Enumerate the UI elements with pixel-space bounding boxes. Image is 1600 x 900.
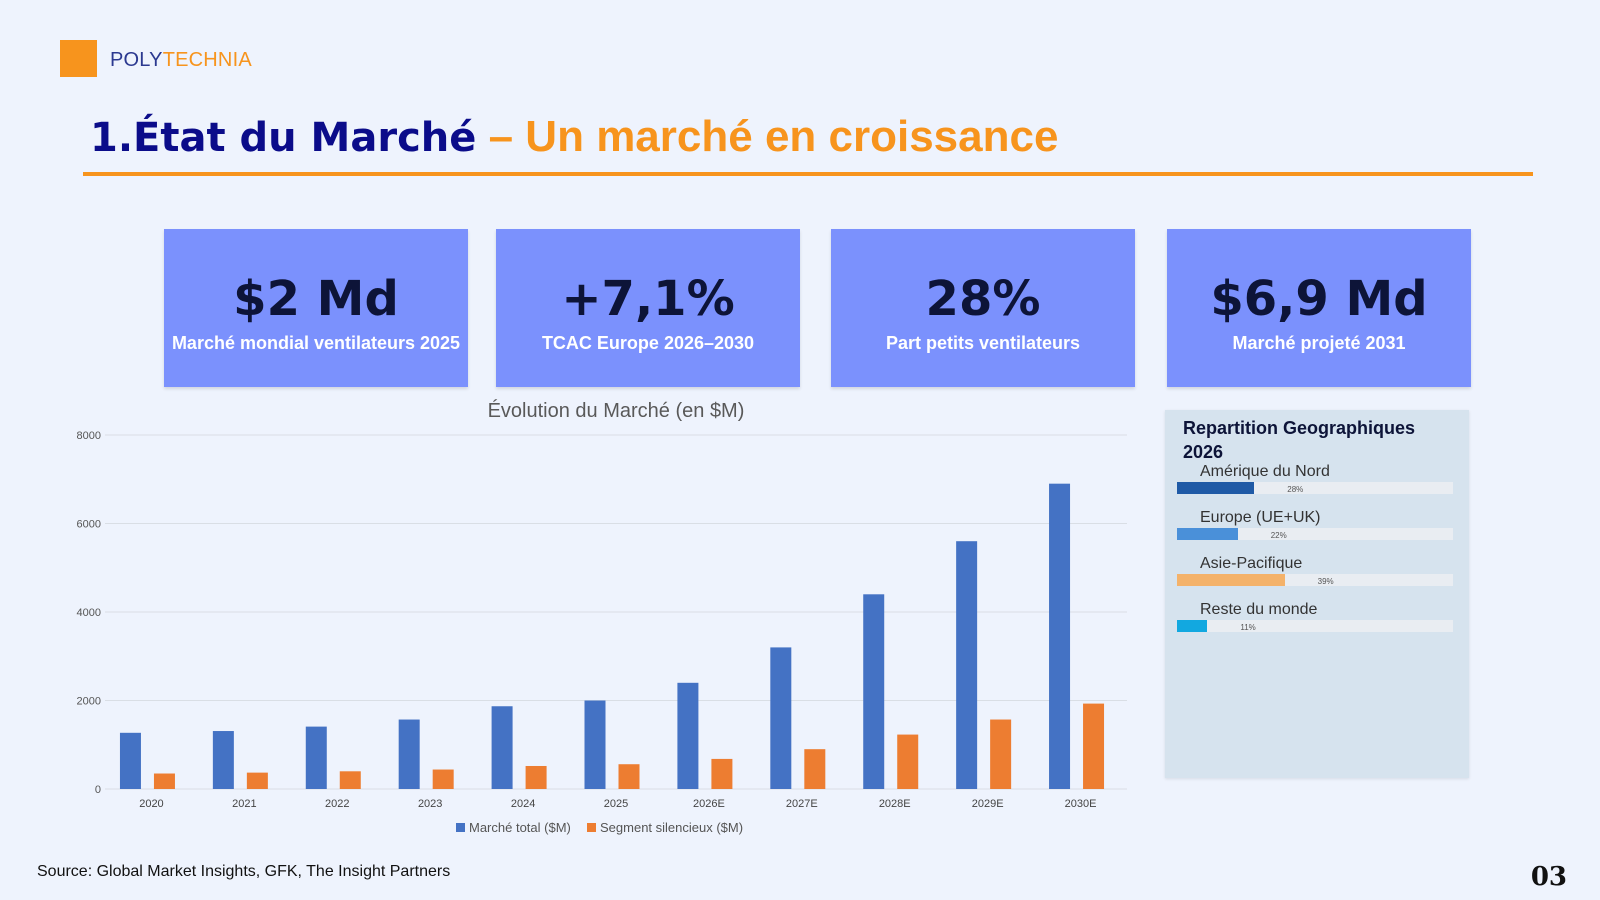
source-note: Source: Global Market Insights, GFK, The… [37, 863, 451, 880]
kpi-value: 28% [925, 271, 1041, 327]
legend-swatch [456, 823, 465, 832]
geo-bar-fill [1177, 528, 1238, 540]
x-tick-label: 2028E [879, 798, 911, 810]
page-title-sub: – Un marché en croissance [476, 112, 1059, 161]
geo-percent: 39% [1317, 577, 1334, 586]
bar-total [1049, 483, 1071, 789]
bar-total [863, 594, 885, 789]
geo-title: Repartition Geographiques 2026 [1183, 418, 1416, 462]
geo-bar-track [1177, 574, 1453, 586]
y-tick-label: 8000 [77, 430, 101, 442]
geo-bar-fill [1177, 482, 1255, 494]
x-tick-label: 2026E [693, 798, 725, 810]
kpi-card-market-2031: $6,9 Md Marché projeté 2031 [1167, 229, 1471, 387]
brand-name: POLYTECHNIA [110, 49, 252, 72]
geo-bar-track [1177, 620, 1453, 632]
geo-label: Reste du monde [1200, 601, 1318, 618]
geo-bar-track [1177, 482, 1453, 494]
bar-total [305, 726, 327, 789]
geo-distribution-panel: Repartition Geographiques 2026 Amérique … [1165, 410, 1469, 778]
geo-percent: 22% [1270, 531, 1287, 540]
kpi-label: Marché mondial ventilateurs 2025 [171, 333, 461, 353]
chart-title: Évolution du Marché (en $M) [488, 399, 745, 422]
geo-label: Amérique du Nord [1200, 463, 1330, 480]
brand-part1: POLY [110, 49, 163, 71]
bar-total [212, 731, 234, 789]
page-title: 1.État du Marché – Un marché en croissan… [90, 112, 1058, 162]
x-tick-label: 2027E [786, 798, 818, 810]
page-title-main: 1.État du Marché [90, 115, 477, 161]
x-tick-label: 2029E [972, 798, 1004, 810]
y-tick-label: 6000 [77, 519, 101, 531]
x-tick-label: 2020 [139, 798, 163, 810]
kpi-label: Marché projeté 2031 [1232, 333, 1406, 353]
geo-percent: 28% [1287, 485, 1304, 494]
kpi-value: $2 Md [233, 271, 399, 327]
y-tick-label: 2000 [77, 696, 101, 708]
market-evolution-chart: Évolution du Marché (en $M) 0 2000 4000 6000… [77, 399, 1127, 835]
geo-percent: 11% [1240, 623, 1256, 632]
geo-label: Europe (UE+UK) [1200, 509, 1321, 526]
bar-silent [897, 734, 919, 789]
kpi-value: $6,9 Md [1210, 271, 1428, 327]
y-tick-label: 4000 [77, 607, 101, 619]
kpi-card-cagr: +7,1% TCAC Europe 2026–2030 [496, 229, 800, 387]
x-tick-label: 2023 [418, 798, 442, 810]
geo-bar-fill [1177, 574, 1285, 586]
geo-bar-track [1177, 528, 1453, 540]
geo-row: Asie-Pacifique 39% [1177, 555, 1453, 595]
bar-silent [990, 719, 1012, 789]
bar-silent [432, 769, 454, 789]
kpi-card-market-2025: $2 Md Marché mondial ventilateurs 2025 [164, 229, 468, 387]
bar-silent [804, 749, 826, 789]
bar-silent [525, 765, 547, 789]
bar-total [398, 719, 420, 789]
bar-silent [246, 772, 268, 789]
kpi-label: Part petits ventilateurs [885, 333, 1081, 353]
x-tick-label: 2025 [604, 798, 628, 810]
bar-total [956, 541, 978, 789]
bar-silent [618, 764, 640, 789]
brand-logo-square [60, 40, 97, 77]
geo-row: Amérique du Nord 28% [1177, 463, 1453, 503]
bar-silent [153, 773, 175, 789]
brand-part2: TECHNIA [162, 49, 252, 71]
geo-label: Asie-Pacifique [1200, 555, 1303, 572]
geo-row: Europe (UE+UK) 22% [1177, 509, 1453, 549]
x-tick-label: 2022 [325, 798, 349, 810]
y-tick-label: 0 [95, 784, 101, 796]
bar-total [119, 732, 141, 789]
bar-total [491, 706, 513, 789]
bar-total [584, 700, 606, 789]
title-divider [83, 172, 1533, 176]
x-tick-label: 2030E [1065, 798, 1097, 810]
kpi-label: TCAC Europe 2026–2030 [541, 333, 755, 353]
legend-label: Marché total ($M) [469, 820, 571, 835]
bar-silent [711, 758, 733, 789]
bar-total [677, 682, 699, 789]
legend-label: Segment silencieux ($M) [600, 820, 743, 835]
legend-swatch [587, 823, 596, 832]
kpi-value: +7,1% [561, 271, 735, 327]
bar-silent [1083, 703, 1105, 789]
bar-total [770, 647, 792, 789]
bar-silent [339, 771, 361, 789]
kpi-card-small-fans-share: 28% Part petits ventilateurs [831, 229, 1135, 387]
geo-bar-fill [1177, 620, 1208, 632]
page-number: 03 [1530, 862, 1567, 892]
x-tick-label: 2021 [232, 798, 256, 810]
geo-row: Reste du monde 11% [1177, 601, 1453, 641]
x-tick-label: 2024 [511, 798, 535, 810]
